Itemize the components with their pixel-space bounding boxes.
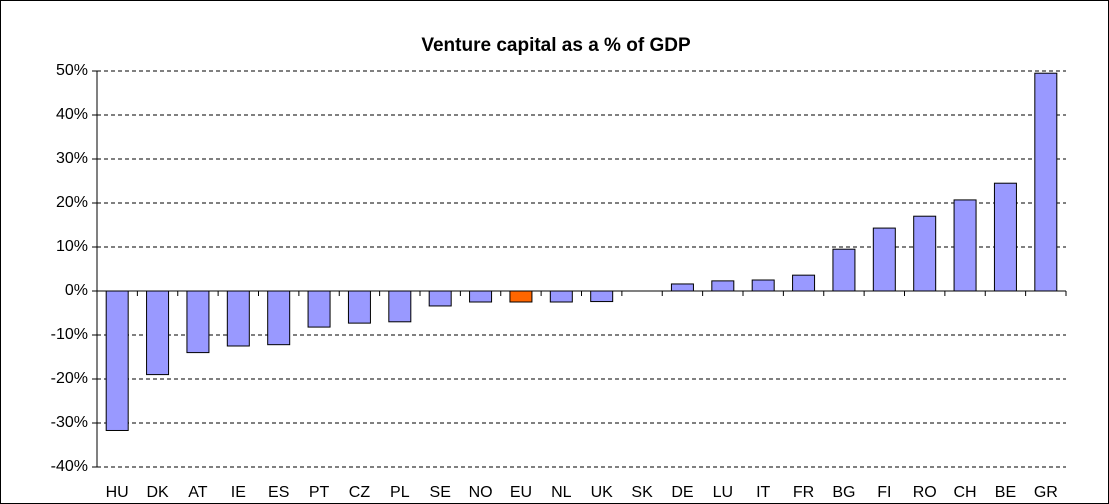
- y-tick-label: 0%: [65, 282, 88, 299]
- y-tick-label: -40%: [51, 458, 88, 475]
- bar: [751, 279, 775, 292]
- x-tick-label: CZ: [349, 484, 371, 501]
- y-tick-label: -10%: [51, 326, 88, 343]
- bar: [186, 290, 210, 354]
- x-tick-label: AT: [188, 484, 207, 501]
- x-tick-label: NL: [551, 484, 572, 501]
- bar: [670, 283, 694, 292]
- bar: [1034, 72, 1058, 292]
- y-tick-label: 50%: [56, 62, 88, 79]
- x-tick-label: FI: [877, 484, 891, 501]
- x-tick-label: IT: [756, 484, 770, 501]
- x-tick-label: SK: [631, 484, 653, 501]
- bar: [792, 274, 816, 292]
- x-tick-label: PT: [309, 484, 330, 501]
- x-tick-label: IE: [231, 484, 246, 501]
- bar: [347, 290, 371, 324]
- bar: [226, 290, 250, 347]
- x-tick-label: EU: [510, 484, 532, 501]
- bar: [388, 290, 412, 323]
- y-tick-label: -20%: [51, 370, 88, 387]
- bar: [832, 248, 856, 292]
- bar: [509, 290, 533, 303]
- x-tick-label: UK: [591, 484, 614, 501]
- x-tick-label: ES: [268, 484, 289, 501]
- bar: [105, 290, 129, 431]
- chart-title: Venture capital as a % of GDP: [421, 35, 691, 56]
- x-tick-label: GR: [1034, 484, 1058, 501]
- x-tick-label: PL: [390, 484, 410, 501]
- bar: [913, 215, 937, 292]
- x-tick-label: BG: [832, 484, 855, 501]
- y-tick-label: 20%: [56, 194, 88, 211]
- bar: [549, 290, 573, 303]
- bar: [267, 290, 291, 346]
- bar: [146, 290, 170, 376]
- x-tick-label: BE: [995, 484, 1016, 501]
- y-tick-label: 40%: [56, 106, 88, 123]
- bar: [590, 290, 614, 303]
- bar: [872, 227, 896, 292]
- y-tick-label: -30%: [51, 414, 88, 431]
- x-tick-label: SE: [430, 484, 451, 501]
- bar: [307, 290, 331, 328]
- x-tick-label: FR: [793, 484, 814, 501]
- x-tick-label: NO: [469, 484, 493, 501]
- x-tick-label: DK: [146, 484, 169, 501]
- y-tick-label: 10%: [56, 238, 88, 255]
- bar: [469, 290, 493, 303]
- x-tick-label: LU: [713, 484, 733, 501]
- x-tick-label: CH: [954, 484, 977, 501]
- bar: [428, 290, 452, 307]
- x-tick-label: DE: [671, 484, 693, 501]
- x-tick-label: HU: [106, 484, 129, 501]
- x-tick-label: RO: [913, 484, 937, 501]
- bar: [711, 280, 735, 292]
- y-tick-label: 30%: [56, 150, 88, 167]
- bar: [993, 182, 1017, 292]
- bar: [953, 199, 977, 292]
